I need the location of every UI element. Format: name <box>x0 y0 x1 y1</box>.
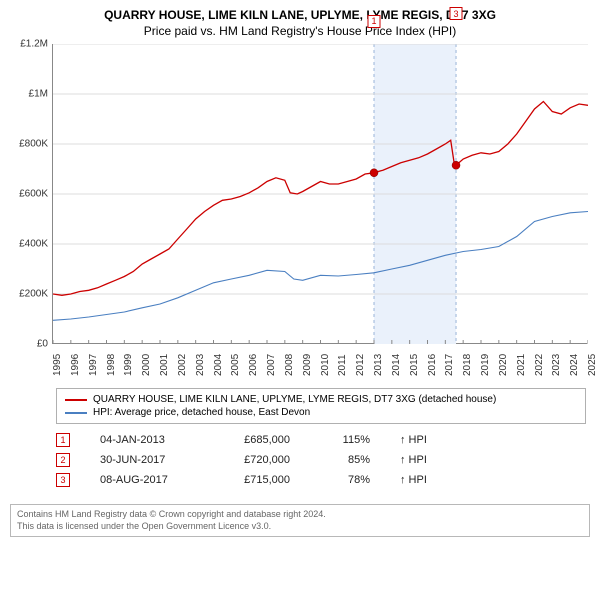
x-tick-label: 2013 <box>373 354 384 376</box>
y-tick-label: £400K <box>19 239 48 250</box>
transaction-price: £720,000 <box>220 454 290 466</box>
x-tick-label: 2014 <box>391 354 402 376</box>
x-tick-label: 2010 <box>320 354 331 376</box>
transaction-marker: 3 <box>56 473 70 487</box>
x-axis: 1995 1996 1997 1998 1999 2000 2001 2002 2003 2004… <box>52 346 587 384</box>
x-tick-label: 2007 <box>266 354 277 376</box>
series-property <box>53 102 588 296</box>
chart-area: £0£200K£400K£600K£800K£1M£1.2M 13 199519… <box>10 44 590 384</box>
transaction-arrow: ↑ HPI <box>400 434 450 446</box>
transaction-pct: 115% <box>320 434 370 446</box>
x-tick-label: 2005 <box>230 354 241 376</box>
x-tick-label: 1995 <box>52 354 63 376</box>
transaction-row: 2 30-JUN-2017 £720,000 85% ↑ HPI <box>56 450 586 470</box>
y-tick-label: £600K <box>19 189 48 200</box>
legend-label: HPI: Average price, detached house, East… <box>93 407 310 418</box>
x-tick-label: 1998 <box>106 354 117 376</box>
x-tick-label: 2018 <box>462 354 473 376</box>
x-tick-label: 1997 <box>88 354 99 376</box>
x-tick-label: 2022 <box>534 354 545 376</box>
transaction-arrow: ↑ HPI <box>400 474 450 486</box>
transaction-marker: 2 <box>56 453 70 467</box>
legend-item: HPI: Average price, detached house, East… <box>65 406 577 419</box>
x-tick-label: 2009 <box>302 354 313 376</box>
legend-swatch <box>65 412 87 414</box>
x-tick-label: 2012 <box>355 354 366 376</box>
event-marker: 1 <box>368 15 381 28</box>
footer-attribution: Contains HM Land Registry data © Crown c… <box>10 504 590 537</box>
x-tick-label: 2002 <box>177 354 188 376</box>
x-tick-label: 2017 <box>444 354 455 376</box>
x-tick-label: 2019 <box>480 354 491 376</box>
x-tick-label: 2025 <box>587 354 598 376</box>
x-tick-label: 2006 <box>248 354 259 376</box>
y-axis: £0£200K£400K£600K£800K£1M£1.2M <box>10 44 52 344</box>
legend-label: QUARRY HOUSE, LIME KILN LANE, UPLYME, LY… <box>93 394 496 405</box>
titles: QUARRY HOUSE, LIME KILN LANE, UPLYME, LY… <box>10 8 590 38</box>
y-tick-label: £800K <box>19 139 48 150</box>
title-subtitle: Price paid vs. HM Land Registry's House … <box>10 24 590 38</box>
event-marker: 3 <box>450 7 463 20</box>
x-tick-label: 2001 <box>159 354 170 376</box>
x-tick-label: 1999 <box>123 354 134 376</box>
x-tick-label: 2021 <box>516 354 527 376</box>
x-tick-label: 2011 <box>337 354 348 376</box>
legend: QUARRY HOUSE, LIME KILN LANE, UPLYME, LY… <box>56 388 586 424</box>
plot-svg <box>53 44 588 344</box>
event-dot <box>370 169 378 177</box>
x-tick-label: 2004 <box>213 354 224 376</box>
x-tick-label: 2020 <box>498 354 509 376</box>
y-tick-label: £0 <box>37 339 48 350</box>
footer-line2: This data is licensed under the Open Gov… <box>17 521 583 533</box>
legend-swatch <box>65 399 87 401</box>
transaction-marker: 1 <box>56 433 70 447</box>
x-tick-label: 2016 <box>427 354 438 376</box>
event-dot <box>452 161 460 169</box>
y-tick-label: £1M <box>29 89 48 100</box>
chart-container: QUARRY HOUSE, LIME KILN LANE, UPLYME, LY… <box>0 0 600 496</box>
transaction-row: 1 04-JAN-2013 £685,000 115% ↑ HPI <box>56 430 586 450</box>
footer-line1: Contains HM Land Registry data © Crown c… <box>17 509 583 521</box>
plot-area: 13 <box>52 44 587 344</box>
legend-item: QUARRY HOUSE, LIME KILN LANE, UPLYME, LY… <box>65 393 577 406</box>
series-hpi <box>53 212 588 321</box>
transaction-date: 04-JAN-2013 <box>100 434 190 446</box>
x-tick-label: 2008 <box>284 354 295 376</box>
transaction-pct: 78% <box>320 474 370 486</box>
x-tick-label: 2023 <box>551 354 562 376</box>
transaction-price: £685,000 <box>220 434 290 446</box>
transaction-date: 30-JUN-2017 <box>100 454 190 466</box>
transaction-pct: 85% <box>320 454 370 466</box>
x-tick-label: 1996 <box>70 354 81 376</box>
transaction-price: £715,000 <box>220 474 290 486</box>
y-tick-label: £1.2M <box>20 39 48 50</box>
y-tick-label: £200K <box>19 289 48 300</box>
x-tick-label: 2003 <box>195 354 206 376</box>
x-tick-label: 2024 <box>569 354 580 376</box>
transaction-row: 3 08-AUG-2017 £715,000 78% ↑ HPI <box>56 470 586 490</box>
x-tick-label: 2015 <box>409 354 420 376</box>
x-tick-label: 2000 <box>141 354 152 376</box>
transactions-table: 1 04-JAN-2013 £685,000 115% ↑ HPI 2 30-JUN-201… <box>56 430 586 490</box>
transaction-arrow: ↑ HPI <box>400 454 450 466</box>
transaction-date: 08-AUG-2017 <box>100 474 190 486</box>
title-address: QUARRY HOUSE, LIME KILN LANE, UPLYME, LY… <box>10 8 590 22</box>
